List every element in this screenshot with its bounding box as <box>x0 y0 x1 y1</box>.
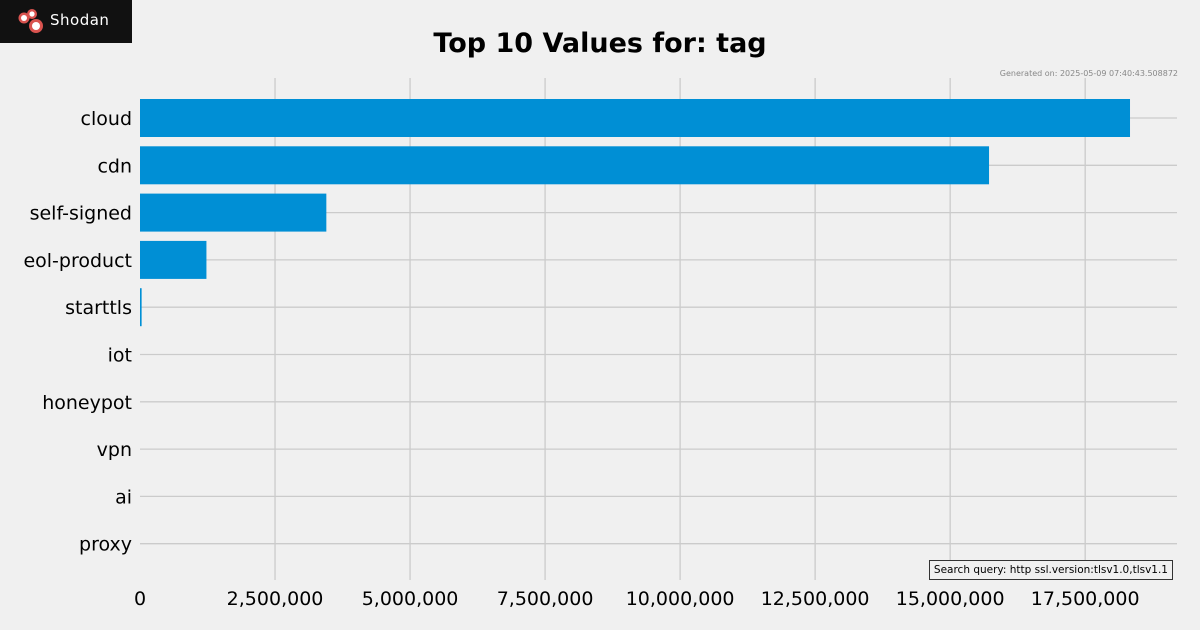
y-tick-label: starttls <box>65 297 132 319</box>
x-tick-label: 15,000,000 <box>896 588 1005 610</box>
bar-starttls <box>140 288 142 327</box>
x-tick-label: 2,500,000 <box>227 588 324 610</box>
chart-title: Top 10 Values for: tag <box>433 28 767 59</box>
generated-timestamp: Generated on: 2025-05-09 07:40:43.508872 <box>999 69 1178 78</box>
y-tick-label: honeypot <box>42 392 132 414</box>
x-tick-label: 7,500,000 <box>497 588 594 610</box>
shodan-logo-text: Shodan <box>50 11 110 29</box>
bar-cdn <box>140 146 990 185</box>
x-tick-label: 0 <box>134 588 146 610</box>
y-tick-label: proxy <box>79 534 132 556</box>
y-tick-label: cdn <box>97 155 132 177</box>
search-query-box: Search query: http ssl.version:tlsv1.0,t… <box>928 560 1173 580</box>
x-tick-label: 10,000,000 <box>626 588 735 610</box>
x-tick-label: 17,500,000 <box>1031 588 1140 610</box>
y-tick-label: self-signed <box>30 203 132 225</box>
bar-self-signed <box>140 193 327 232</box>
y-tick-label: eol-product <box>23 250 132 272</box>
y-tick-label: vpn <box>97 439 132 461</box>
shodan-logo: Shodan <box>0 0 132 43</box>
shodan-logo-icon <box>18 9 43 33</box>
y-tick-label: iot <box>108 345 132 367</box>
x-tick-label: 12,500,000 <box>761 588 870 610</box>
bar-eol-product <box>140 240 207 279</box>
y-tick-label: ai <box>115 486 132 508</box>
y-tick-label: cloud <box>81 108 132 130</box>
bar-cloud <box>140 99 1131 137</box>
x-tick-label: 5,000,000 <box>362 588 459 610</box>
